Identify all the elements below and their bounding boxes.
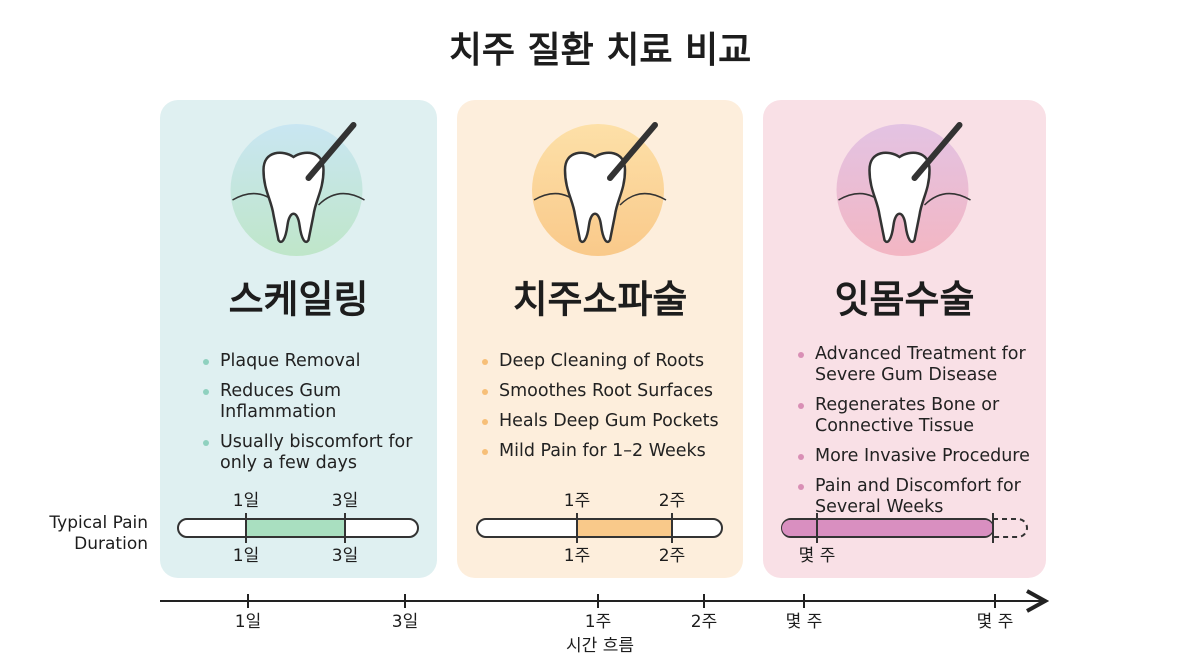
timeline-label: 3일 [332,546,358,566]
dental-tool [911,122,963,181]
dental-tool [305,122,357,181]
card [763,100,1046,578]
timeline-label: 3일 [332,491,358,511]
card [160,100,437,578]
timeline-extension [993,518,1028,538]
bullet-list: Deep Cleaning of Roots Smoothes Root Surf… [482,351,732,471]
card-title: 스케일링 [229,278,369,322]
axis-label: 몇 주 [977,612,1014,632]
axis-label: 2주 [691,612,717,632]
axis-label: 1주 [585,612,611,632]
timeline-label: 1주 [564,491,590,511]
bullet: Mild Pain for 1–2 Weeks [482,441,732,462]
card [457,100,743,578]
bullet: Advanced Treatment for Severe Gum Diseas… [798,344,1038,386]
timeline-label: 1일 [233,546,259,566]
bullet-list: Plaque Removal Reduces Gum Inflammation Us… [203,351,418,483]
bullet-list: Advanced Treatment for Severe Gum Diseas… [798,344,1038,527]
timeline-label: 1일 [233,491,259,511]
side-label: Duration [74,534,148,554]
side-label: Typical Pain [48,513,148,533]
timeline-label: 1주 [564,546,590,566]
bullet: More Invasive Procedure [798,446,1038,467]
bullet: Heals Deep Gum Pockets [482,411,732,432]
timeline-fill [577,520,672,536]
timeline-label: 2주 [659,491,685,511]
timeline-fill [246,520,345,536]
timeline-fill [782,520,993,536]
axis-title: 시간 흐름 [566,636,634,656]
bullet: Regenerates Bone or Connective Tissue [798,395,1038,437]
card-title: 잇몸수술 [835,278,975,322]
card-title: 치주소파술 [513,278,688,322]
timeline-label: 2주 [659,546,685,566]
axis-label: 3일 [392,612,418,632]
bullet: Pain and Discomfort for Several Weeks [798,476,1038,518]
title: 치주 질환 치료 비교 [449,30,752,71]
timeline-label: 몇 주 [799,546,836,566]
axis-label: 몇 주 [786,612,823,632]
bullet: Smoothes Root Surfaces [482,381,732,402]
bullet: Reduces Gum Inflammation [203,381,418,423]
axis-label: 1일 [235,612,261,632]
bullet: Plaque Removal [203,351,418,372]
bullet: Usually biscomfort for only a few days [203,432,418,474]
bullet: Deep Cleaning of Roots [482,351,732,372]
dental-tool [607,122,658,181]
